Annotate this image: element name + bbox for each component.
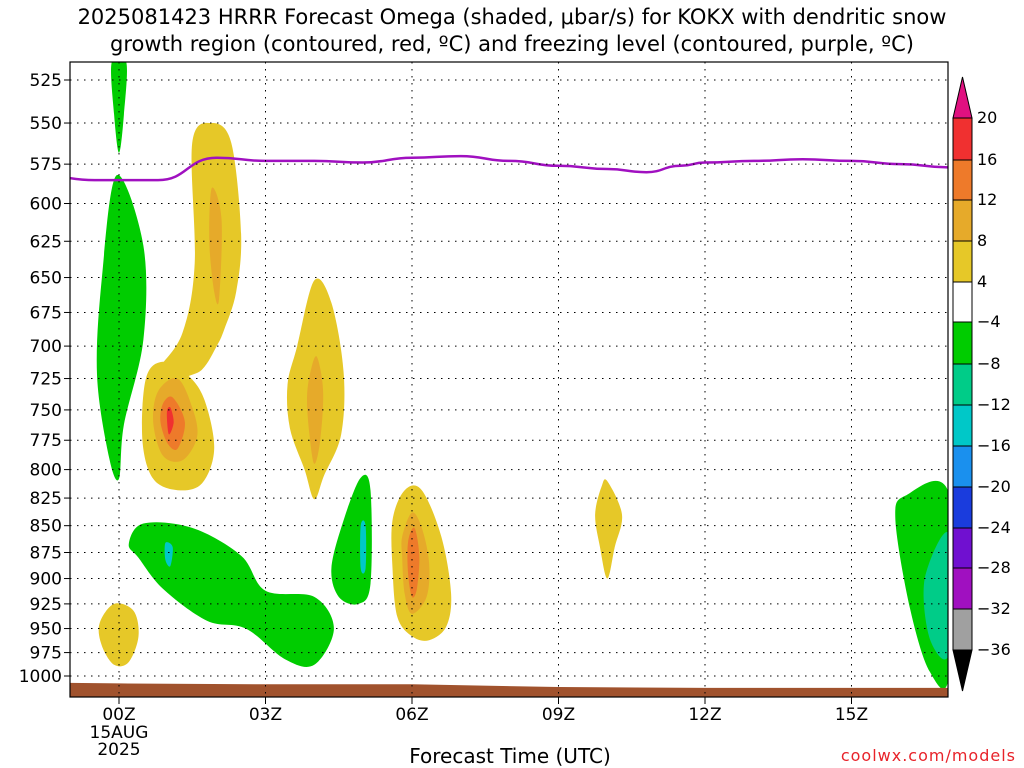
omega-region-0 — [111, 62, 127, 153]
axes: 525 550 575 600 625 650 675 700 725 750 775 800 825 8… — [19, 61, 949, 760]
x-tick-label-06Z: 06Z — [395, 705, 428, 725]
x-tick-sublabel-2025: 2025 — [97, 740, 140, 760]
omega-region-1 — [96, 174, 147, 481]
colorbar: 20 16 12 8 4 −4 −8 −12 −16 −20 −24 −28 −32 −36 — [952, 76, 1011, 692]
colorbar-label-1: 16 — [977, 150, 997, 169]
colorbar-label-6: −8 — [977, 354, 1001, 373]
colorbar-label-7: −12 — [977, 395, 1011, 414]
colorbar-label-11: −28 — [977, 558, 1011, 577]
colorbar-label-0: 20 — [977, 108, 997, 127]
colorbar-bottom-arrow — [952, 649, 973, 692]
omega-region-2 — [128, 522, 334, 667]
y-tick-label-875: 875 — [30, 543, 62, 563]
colorbar-label-9: −20 — [977, 477, 1011, 496]
x-axis-label: Forecast Time (UTC) — [409, 744, 611, 768]
colorbar-segment-9 — [952, 486, 973, 529]
colorbar-segment-1 — [952, 159, 973, 201]
colorbar-segment-7 — [952, 404, 973, 447]
colorbar-label-5: −4 — [977, 312, 1001, 331]
plot-frame — [69, 61, 949, 698]
colorbar-segment-8 — [952, 445, 973, 488]
colorbar-top-arrow — [952, 76, 973, 119]
y-tick-label-625: 625 — [30, 232, 62, 252]
y-tick-label-650: 650 — [30, 269, 62, 289]
omega-region-16 — [595, 479, 623, 579]
y-tick-label-700: 700 — [30, 337, 62, 357]
y-tick-label-925: 925 — [30, 595, 62, 615]
omega-region-13 — [209, 187, 222, 305]
colorbar-label-3: 8 — [977, 231, 987, 250]
omega-region-3 — [164, 542, 173, 567]
y-tick-label-600: 600 — [30, 195, 62, 215]
x-tick-label-00Z: 00Z — [102, 705, 135, 725]
y-tick-label-1000: 1000 — [19, 667, 62, 687]
y-tick-label-750: 750 — [30, 401, 62, 421]
colorbar-label-13: −36 — [977, 640, 1011, 659]
x-tick-label-15Z: 15Z — [835, 705, 868, 725]
y-tick-label-950: 950 — [30, 620, 62, 640]
colorbar-label-4: 4 — [977, 272, 987, 291]
colorbar-segment-12 — [952, 608, 973, 651]
y-tick-label-775: 775 — [30, 431, 62, 451]
y-tick-label-900: 900 — [30, 570, 62, 590]
omega-region-19 — [407, 527, 420, 598]
y-tick-label-725: 725 — [30, 370, 62, 390]
colorbar-label-12: −32 — [977, 599, 1011, 618]
omega-region-20 — [98, 603, 139, 667]
y-tick-label-675: 675 — [30, 303, 62, 323]
plot-area — [70, 62, 948, 697]
y-tick-label-800: 800 — [30, 461, 62, 481]
y-tick-label-850: 850 — [30, 517, 62, 537]
chart-title-line-1: 2025081423 HRRR Forecast Omega (shaded, … — [77, 5, 947, 29]
freezing-level-line — [70, 154, 948, 182]
x-tick-label-09Z: 09Z — [542, 705, 575, 725]
colorbar-segment-4 — [952, 281, 973, 323]
chart-title-line-2: growth region (contoured, red, ºC) and f… — [110, 32, 914, 56]
y-tick-label-975: 975 — [30, 644, 62, 664]
omega-region-12 — [166, 406, 174, 435]
colorbar-segment-10 — [952, 527, 973, 569]
omega-region-7 — [923, 532, 948, 660]
colorbar-label-8: −16 — [977, 436, 1011, 455]
x-tick-sublabel-15AUG: 15AUG — [90, 723, 149, 743]
omega-region-5 — [360, 520, 367, 574]
colorbar-segment-6 — [952, 363, 973, 406]
x-tick-label-03Z: 03Z — [249, 705, 282, 725]
colorbar-segment-2 — [952, 199, 973, 242]
y-tick-label-550: 550 — [30, 114, 62, 134]
y-tick-label-825: 825 — [30, 489, 62, 509]
x-tick-label-12Z: 12Z — [688, 705, 721, 725]
source-credit: coolwx.com/models — [840, 746, 1016, 765]
y-tick-label-575: 575 — [30, 155, 62, 175]
gridlines — [70, 62, 948, 697]
colorbar-segment-5 — [952, 321, 973, 365]
plot-content — [70, 62, 948, 697]
colorbar-label-10: −24 — [977, 518, 1011, 537]
terrain-surface — [70, 682, 948, 697]
y-tick-label-525: 525 — [30, 71, 62, 91]
colorbar-segment-11 — [952, 567, 973, 610]
colorbar-segment-0 — [952, 117, 973, 161]
colorbar-label-2: 12 — [977, 190, 997, 209]
colorbar-segment-3 — [952, 240, 973, 283]
